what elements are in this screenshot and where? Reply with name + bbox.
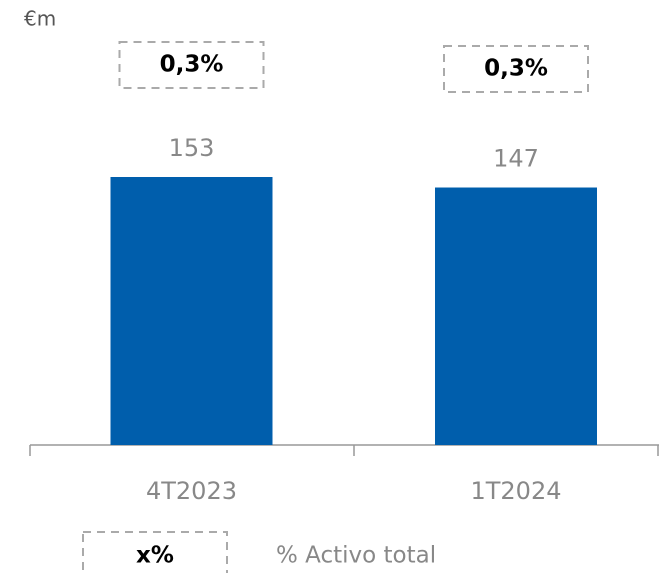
bar [110,177,273,445]
unit-label: €m [24,7,56,31]
legend-symbol: x% [136,543,174,569]
legend-label: % Activo total [276,543,436,569]
value-label: 147 [493,145,539,173]
bar [435,187,597,445]
legend-box [82,531,228,573]
value-label: 153 [169,134,215,162]
ratio-label: 0,3% [160,52,224,78]
ratio-box [118,41,265,89]
x-tick-label: 1T2024 [470,477,561,505]
x-tick-label: 4T2023 [146,477,237,505]
ratio-box [443,45,589,93]
ratio-label: 0,3% [484,56,548,82]
